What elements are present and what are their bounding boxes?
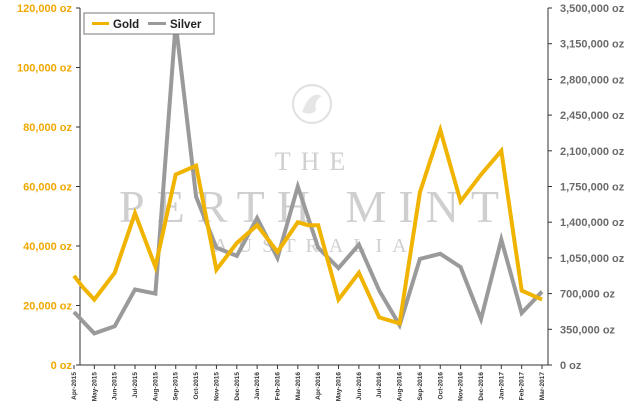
silver-series-line xyxy=(72,23,544,336)
legend-gold-label: Gold xyxy=(113,19,139,31)
x-tick-label: Sep-2016 xyxy=(417,372,424,401)
x-tick-label: Mar-2016 xyxy=(295,372,302,401)
x-tick-label: Dec-2015 xyxy=(234,372,241,401)
right-tick-label: 3,500,000 oz xyxy=(560,3,625,15)
right-tick-label: 350,000 oz xyxy=(560,324,616,336)
x-tick-label: Sep-2015 xyxy=(173,372,180,401)
right-tick-label: 1,050,000 oz xyxy=(560,253,625,265)
left-tick-label: 0 oz xyxy=(51,360,73,372)
right-tick-label: 2,100,000 oz xyxy=(560,146,625,158)
right-tick-label: 2,800,000 oz xyxy=(560,74,625,86)
x-tick-label: Oct-2015 xyxy=(193,372,200,400)
x-tick-label: Oct-2016 xyxy=(437,372,444,400)
right-tick-label: 2,450,000 oz xyxy=(560,110,625,122)
x-tick-label: Jun-2016 xyxy=(356,372,363,401)
right-axis-ticks: 0 oz 350,000 oz 700,000 oz 1,050,000 oz 1,40… xyxy=(548,3,625,372)
right-tick-label: 1,750,000 oz xyxy=(560,182,625,194)
x-tick-label: May-2015 xyxy=(91,372,98,402)
watermark-line1: THE xyxy=(275,147,356,176)
watermark-swan-logo xyxy=(292,84,332,124)
left-tick-label: 40,000 oz xyxy=(23,241,72,253)
left-tick-label: 80,000 oz xyxy=(23,122,72,134)
x-tick-label: Feb-2016 xyxy=(274,372,281,401)
left-tick-label: 100,000 oz xyxy=(17,63,73,75)
watermark-swan-shape xyxy=(302,94,322,114)
x-tick-label: Apr-2015 xyxy=(71,372,78,400)
x-tick-label: Aug-2016 xyxy=(397,372,404,402)
x-tick-label: Jul-2016 xyxy=(376,372,383,398)
right-tick-label: 1,400,000 oz xyxy=(560,217,625,229)
left-axis-ticks: 0 oz 20,000 oz 40,000 oz 60,000 oz 80,000 oz… xyxy=(17,3,80,372)
x-tick-label: Apr-2016 xyxy=(315,372,322,400)
x-tick-label: Jun-2015 xyxy=(112,372,119,401)
x-tick-label: Mar-2017 xyxy=(539,372,546,401)
watermark: THE PERTH MINT AUSTRALIA xyxy=(119,84,499,257)
x-tick-label: May-2016 xyxy=(336,372,343,402)
x-tick-label: Jan-2016 xyxy=(254,372,261,400)
x-axis-ticks: Apr-2015 May-2015 Jun-2015 Jul-2015 Aug-2015… xyxy=(71,365,546,401)
x-tick-label: Jan-2017 xyxy=(498,372,505,400)
watermark-line3: AUSTRALIA xyxy=(213,235,416,257)
series-layer xyxy=(72,23,544,336)
x-tick-label: Nov-2016 xyxy=(458,372,465,401)
legend-silver-label: Silver xyxy=(170,19,202,31)
x-tick-label: Aug-2015 xyxy=(152,372,159,402)
right-tick-label: 700,000 oz xyxy=(560,289,616,301)
left-tick-label: 20,000 oz xyxy=(23,301,72,313)
left-tick-label: 60,000 oz xyxy=(23,182,72,194)
legend: Gold Silver xyxy=(83,12,215,35)
right-tick-label: 3,150,000 oz xyxy=(560,39,625,51)
gold-series-line xyxy=(72,123,543,326)
x-tick-label: Dec-2016 xyxy=(478,372,485,401)
right-tick-label: 0 oz xyxy=(560,360,582,372)
x-tick-label: Feb-2017 xyxy=(519,372,526,401)
left-tick-label: 120,000 oz xyxy=(17,3,73,15)
x-tick-label: Nov-2015 xyxy=(213,372,220,401)
x-tick-label: Jul-2015 xyxy=(132,372,139,398)
